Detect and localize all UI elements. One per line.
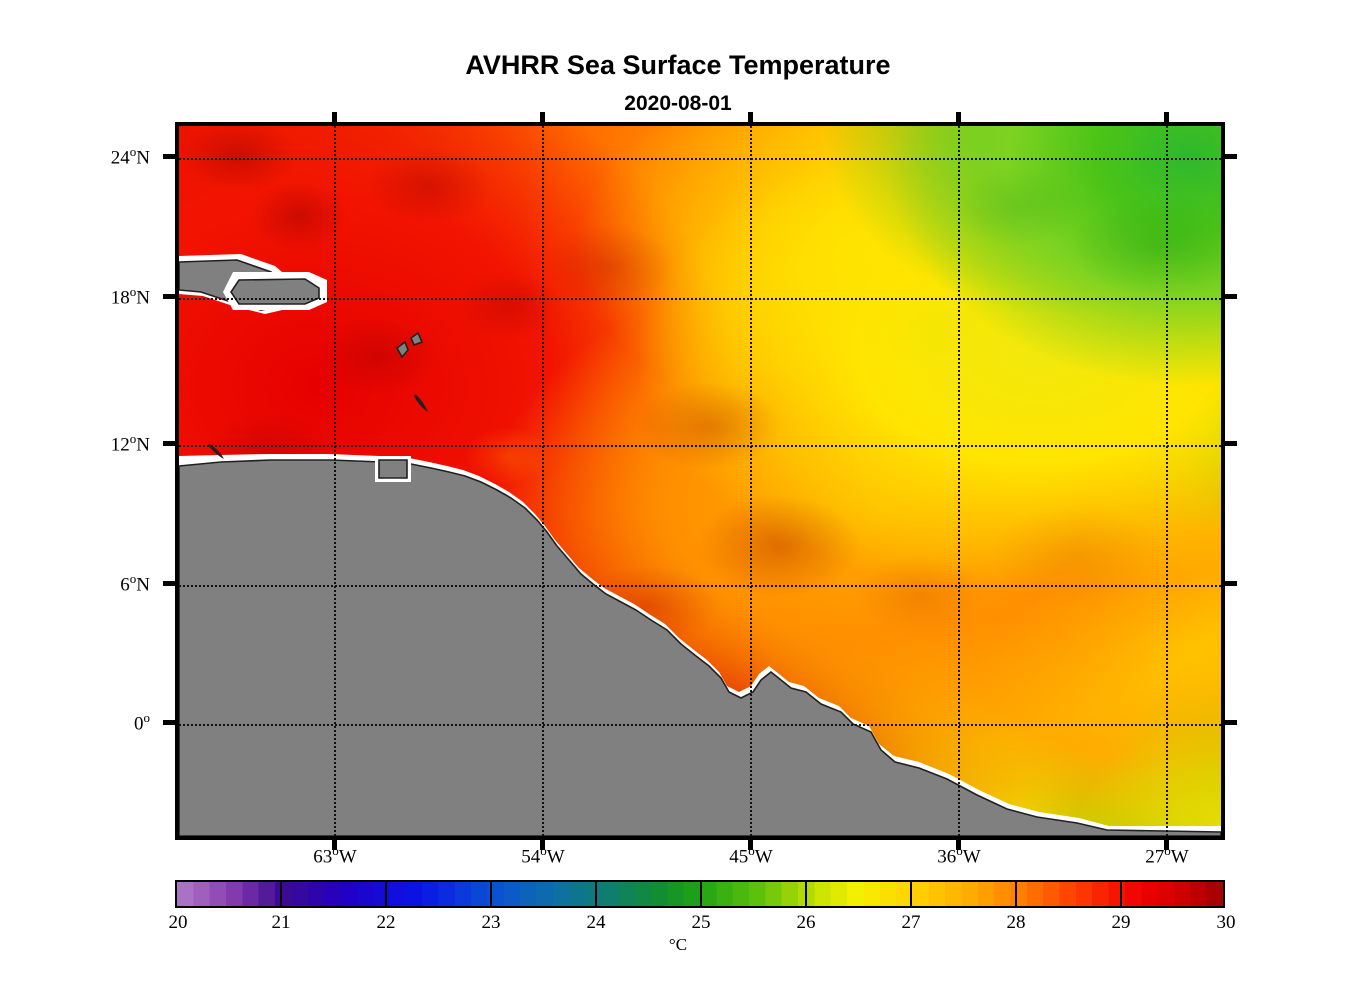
colorbar-tick-22 [385,880,387,908]
tick-lat-0-right [1225,720,1237,725]
tick-lat-0-left [163,720,175,725]
colorbar-tick-26 [805,880,807,908]
axis-label-lon-27: 27oW [1145,843,1189,868]
colorbar-label-28: 28 [1006,912,1026,933]
colorbar-label-30: 30 [1216,912,1236,933]
colorbar-label-26: 26 [796,912,816,933]
colorbar-tick-23 [490,880,492,908]
gridline-lat-6 [179,585,1221,587]
axis-label-lon-63: 63oW [313,843,357,868]
tick-lat-18-left [163,294,175,299]
tick-lon-36-bottom [956,838,961,850]
axis-label-lat-24: 24oN [110,144,150,169]
colorbar-label-23: 23 [481,912,501,933]
south-america-landmass [179,454,1221,836]
colorbar-label-25: 25 [691,912,711,933]
colorbar-label-29: 29 [1111,912,1131,933]
colorbar-label-20: 20 [168,912,188,933]
gridline-lon-36 [958,126,960,836]
gridline-lat-0 [179,724,1221,726]
colorbar-label-27: 27 [901,912,921,933]
gridline-lat-24 [179,158,1221,160]
plot-frame-border [175,122,1225,840]
colorbar-label-24: 24 [586,912,606,933]
tick-lat-24-right [1225,154,1237,159]
colorbar-label-22: 22 [376,912,396,933]
tick-lon-45-top [748,112,753,124]
tick-lat-24-left [163,154,175,159]
axis-label-lat-6: 6oN [120,571,150,596]
tick-lon-63-bottom [332,838,337,850]
axis-label-lat-18: 18oN [110,284,150,309]
colorbar-tick-28 [1015,880,1017,908]
sst-map-canvas [179,126,1221,836]
colorbar-tick-21 [280,880,282,908]
colorbar-label-21: 21 [271,912,291,933]
axis-label-lon-54: 54oW [521,843,565,868]
tick-lat-12-right [1225,441,1237,446]
tick-lon-27-top [1164,112,1169,124]
gridline-lat-12 [179,445,1221,447]
colorbar-tick-24 [595,880,597,908]
axis-label-lon-45: 45oW [729,843,773,868]
tick-lon-45-bottom [748,838,753,850]
tick-lat-12-left [163,441,175,446]
tick-lon-36-top [956,112,961,124]
colorbar-unit-label: °C [668,935,688,954]
axis-label-lat-0: 0o [134,710,150,735]
gridline-lon-54 [542,126,544,836]
gridline-lon-27 [1166,126,1168,836]
puerto-rico-landmass [223,272,327,310]
tick-lon-27-bottom [1164,838,1169,850]
colorbar-tick-25 [700,880,702,908]
gridline-lat-18 [179,298,1221,300]
colorbar-tick-27 [910,880,912,908]
gridline-lon-63 [334,126,336,836]
page-subtitle: 2020-08-01 [624,92,732,115]
tick-lat-6-right [1225,581,1237,586]
page-title: AVHRR Sea Surface Temperature [465,50,891,80]
tick-lat-6-left [163,581,175,586]
tick-lon-54-bottom [540,838,545,850]
lesser-antilles-islands [208,331,428,459]
trinidad-landmass [375,456,411,482]
axis-label-lat-12: 12oN [110,431,150,456]
gridline-lon-45 [750,126,752,836]
colorbar-tick-29 [1120,880,1122,908]
tick-lat-18-right [1225,294,1237,299]
tick-lon-54-top [540,112,545,124]
axis-label-lon-36: 36oW [937,843,981,868]
land-mask [179,126,1221,836]
tick-lon-63-top [332,112,337,124]
